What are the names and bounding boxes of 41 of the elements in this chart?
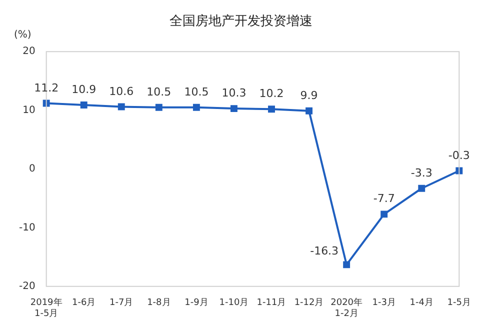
- point: [192, 104, 200, 111]
- chart-title: 全国房地产开发投资增速: [170, 13, 312, 30]
- y-tick-label: -10: [18, 222, 36, 234]
- point: [343, 261, 350, 268]
- data-label: 10.6: [109, 84, 134, 98]
- x-tick-label: 1-6月: [72, 298, 96, 308]
- data-label: -0.3: [448, 148, 470, 162]
- x-tick-label: 1-8月: [147, 298, 171, 308]
- x-tick-label: 1-11月: [256, 298, 286, 308]
- y-axis-title: (%): [14, 30, 32, 41]
- data-label: 9.9: [300, 88, 318, 102]
- x-tick-label: 1-10月: [219, 298, 249, 308]
- x-tick-label: 1-5月: [447, 298, 471, 308]
- data-label: 10.5: [146, 85, 172, 98]
- y-tick-label: -20: [18, 280, 36, 292]
- point: [80, 102, 88, 108]
- x-tick-label: 1-9月: [184, 298, 208, 308]
- point: [118, 103, 125, 110]
- point: [230, 105, 238, 112]
- x-tick-label: 1-3月: [372, 298, 396, 308]
- data-label: 10.5: [184, 85, 209, 98]
- point: [306, 107, 313, 114]
- x-tick-label: 1-4月: [410, 298, 434, 308]
- point: [418, 184, 426, 192]
- data-label: 10.3: [222, 86, 246, 100]
- data-label: 11.2: [34, 81, 59, 94]
- x-tick-label: 1-7月: [110, 298, 134, 308]
- data-label: -3.3: [410, 166, 432, 180]
- data-label: -16.3: [310, 244, 339, 258]
- x-tick-label: 2020年 1-2月: [330, 297, 363, 319]
- data-label: 10.2: [259, 87, 284, 100]
- point: [155, 104, 162, 111]
- y-tick-label: 20: [22, 46, 36, 58]
- point: [268, 106, 275, 113]
- point: [380, 210, 388, 218]
- data-label: 10.9: [72, 83, 96, 96]
- data-label: -7.7: [373, 192, 395, 206]
- x-tick-label: 1-12月: [294, 298, 324, 308]
- x-tick-label: 2019年 1-5月: [30, 297, 62, 319]
- y-tick-label: 0: [28, 164, 36, 175]
- y-tick-label: 10: [22, 104, 36, 116]
